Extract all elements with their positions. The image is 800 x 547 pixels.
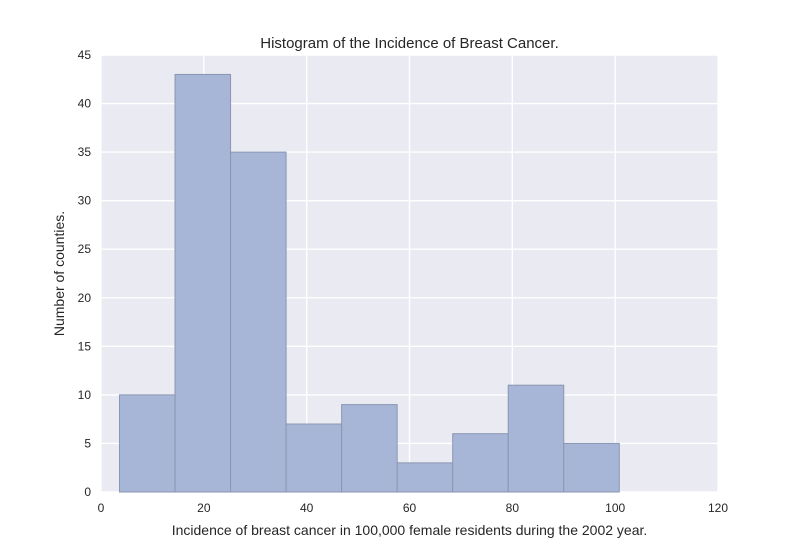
x-axis-label: Incidence of breast cancer in 100,000 fe… — [172, 522, 648, 538]
y-tick-label: 25 — [78, 242, 92, 256]
y-tick-label: 40 — [78, 97, 92, 111]
histogram-bar — [341, 404, 398, 493]
x-tick-label: 120 — [708, 501, 728, 515]
x-tick-label: 40 — [300, 501, 314, 515]
histogram-bar — [230, 151, 287, 493]
y-tick-label: 10 — [78, 388, 92, 402]
histogram-bar — [396, 462, 454, 493]
histogram-bar — [507, 384, 565, 493]
x-tick-label: 80 — [506, 501, 520, 515]
x-tick-labels: 0 20 40 60 80 100 120 — [98, 501, 729, 515]
x-tick-label: 0 — [98, 501, 105, 515]
x-tick-label: 60 — [403, 501, 417, 515]
y-tick-label: 45 — [78, 48, 92, 62]
y-tick-label: 30 — [78, 194, 92, 208]
x-tick-label: 20 — [197, 501, 211, 515]
histogram-bar — [285, 423, 343, 493]
bars — [119, 73, 620, 493]
y-axis-label: Number of counties. — [51, 211, 67, 336]
y-tick-label: 20 — [78, 291, 92, 305]
histogram-bar — [563, 442, 620, 493]
y-tick-labels: 0 5 10 15 20 25 30 35 40 45 — [78, 48, 92, 499]
histogram-bar — [174, 73, 232, 493]
histogram-bar — [119, 394, 176, 493]
x-tick-label: 100 — [605, 501, 625, 515]
y-tick-label: 0 — [84, 485, 91, 499]
y-tick-label: 15 — [78, 339, 92, 353]
y-tick-label: 5 — [84, 436, 91, 450]
histogram-bar — [452, 433, 509, 493]
chart-title: Histogram of the Incidence of Breast Can… — [260, 35, 558, 52]
y-tick-label: 35 — [78, 145, 92, 159]
